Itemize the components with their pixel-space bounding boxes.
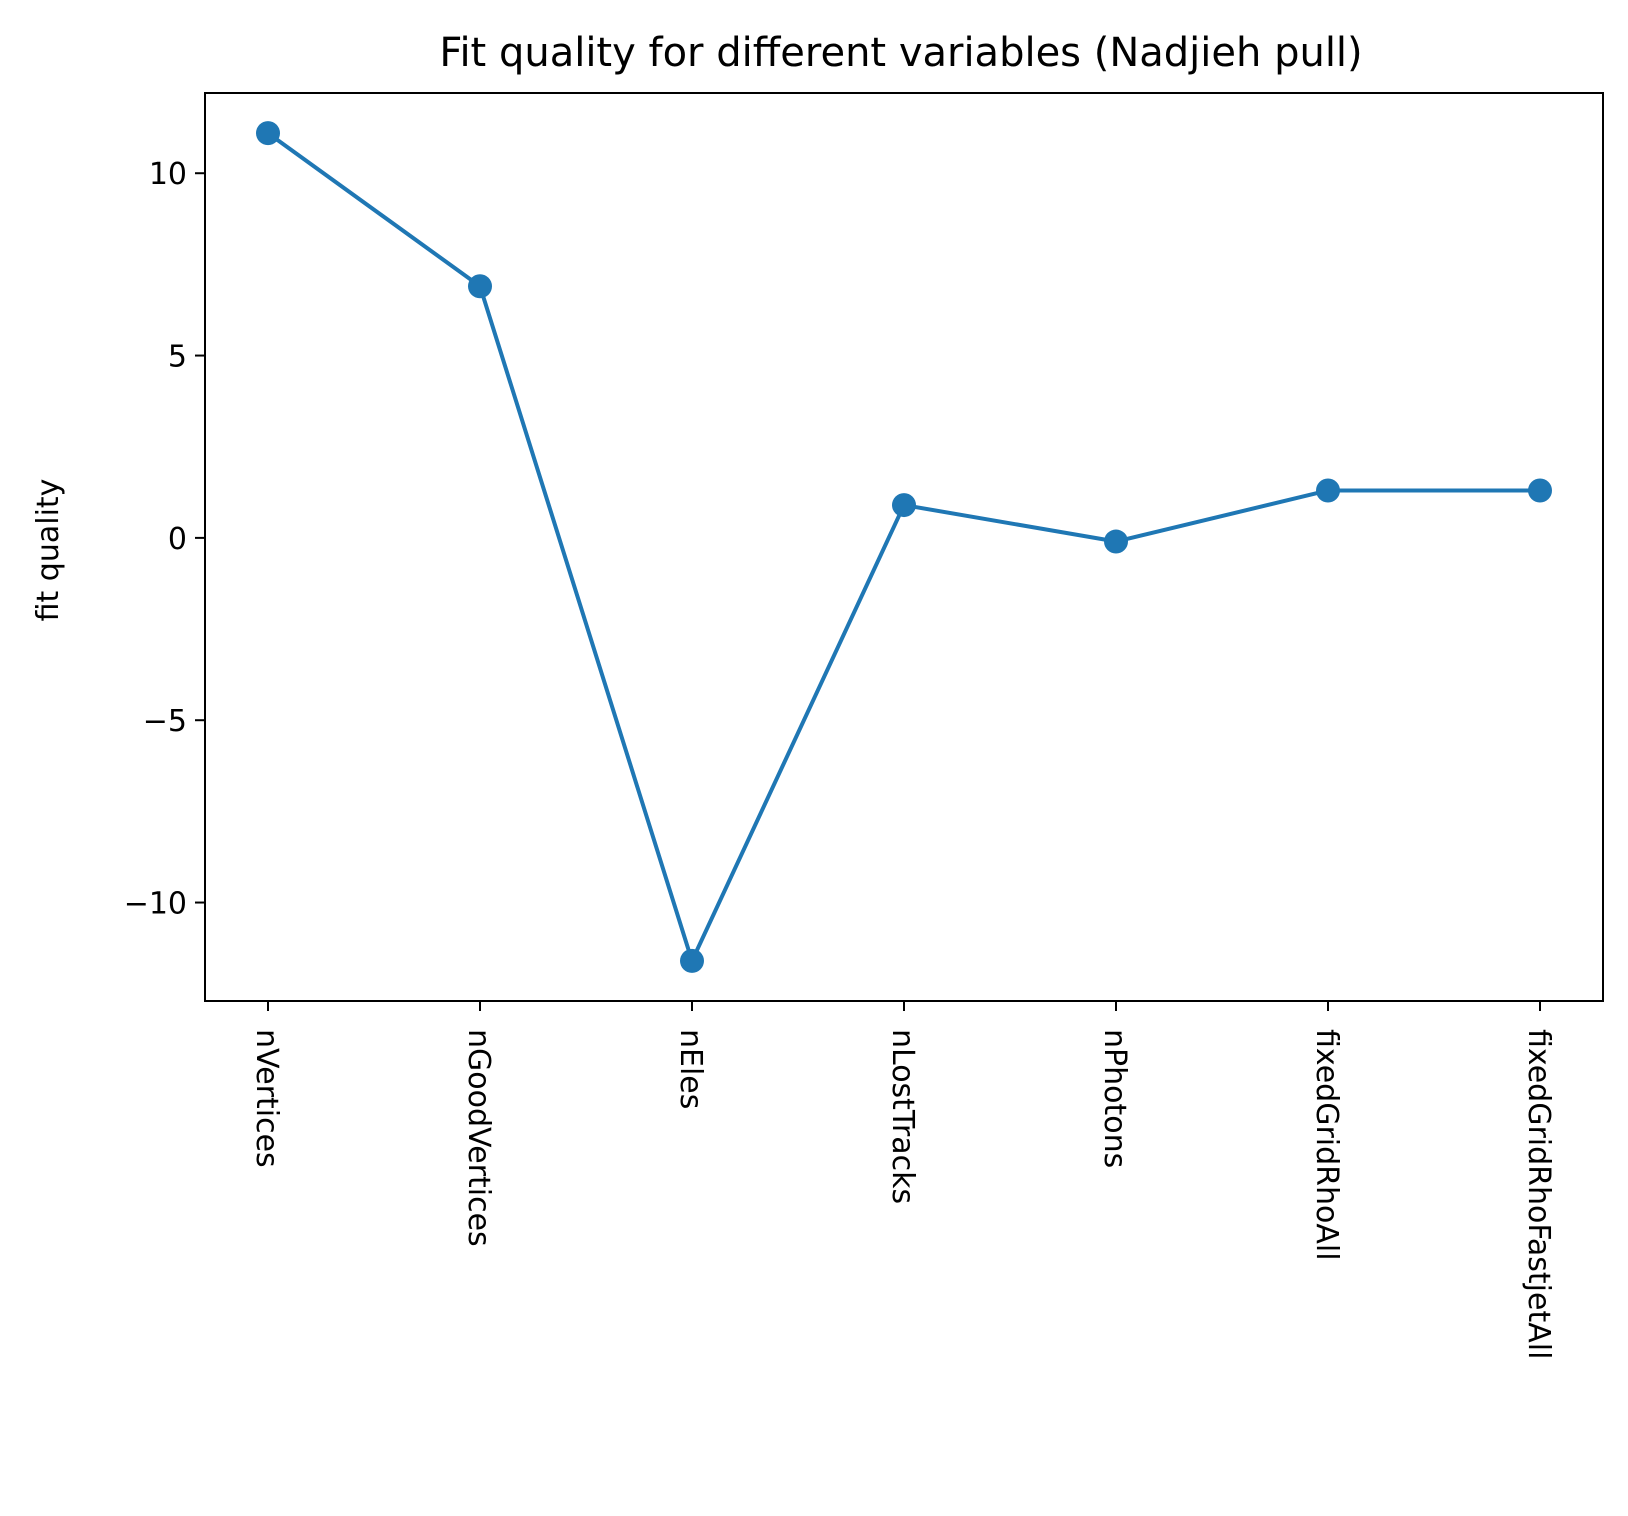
data-point	[680, 948, 704, 973]
data-point	[468, 274, 492, 299]
plot-frame	[204, 92, 1604, 1002]
y-tick-label: 10	[149, 157, 187, 192]
x-tick-label: nLostTracks	[885, 1029, 920, 1204]
y-tick-label: 5	[168, 340, 187, 375]
y-tick-label: −10	[124, 887, 187, 922]
x-tick-label: fixedGridRhoFastjetAll	[1521, 1029, 1556, 1359]
y-axis-label: fit quality	[31, 479, 66, 622]
data-point	[1528, 478, 1552, 503]
y-tick-label: 0	[168, 522, 187, 557]
x-tick-label: nPhotons	[1097, 1029, 1132, 1168]
y-tick-label: −5	[143, 704, 187, 739]
data-point	[256, 121, 280, 146]
chart-title: Fit quality for different variables (Nad…	[439, 30, 1362, 76]
series-line	[266, 131, 1540, 963]
ticks-layer: −10 −5 0 5 10 nVertices nGoodVertices nEles nLos…	[124, 157, 1556, 1359]
data-point	[892, 493, 916, 518]
x-tick-label: nEles	[673, 1029, 708, 1109]
x-tick-label: nVertices	[249, 1029, 284, 1168]
data-point	[1104, 529, 1128, 554]
series-layer	[256, 121, 1552, 973]
data-point	[1316, 478, 1340, 503]
x-tick-label: nGoodVertices	[461, 1029, 496, 1247]
x-tick-label: fixedGridRhoAll	[1309, 1029, 1344, 1261]
